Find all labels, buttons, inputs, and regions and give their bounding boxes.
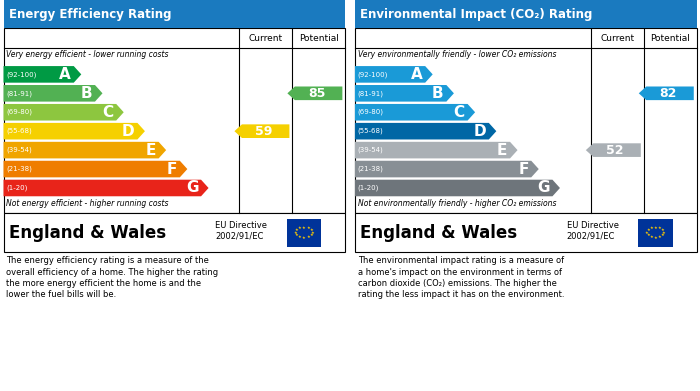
Text: 59: 59	[255, 125, 272, 138]
Text: Not environmentally friendly - higher CO₂ emissions: Not environmentally friendly - higher CO…	[358, 199, 556, 208]
FancyBboxPatch shape	[638, 219, 673, 247]
Text: ★: ★	[298, 235, 302, 239]
Text: ★: ★	[661, 228, 665, 232]
Text: The energy efficiency rating is a measure of the
overall efficiency of a home. T: The energy efficiency rating is a measur…	[6, 256, 218, 300]
FancyBboxPatch shape	[355, 28, 696, 213]
Text: ★: ★	[645, 231, 649, 235]
Text: (1-20): (1-20)	[358, 185, 379, 191]
Polygon shape	[234, 124, 289, 138]
Text: B: B	[432, 86, 444, 101]
FancyBboxPatch shape	[4, 28, 345, 213]
Polygon shape	[288, 86, 342, 100]
Text: A: A	[60, 67, 71, 82]
Text: ★: ★	[662, 231, 666, 235]
Text: ★: ★	[302, 226, 306, 230]
Text: The environmental impact rating is a measure of
a home's impact on the environme: The environmental impact rating is a mea…	[358, 256, 564, 300]
Polygon shape	[4, 66, 81, 83]
Text: Current: Current	[248, 34, 283, 43]
Text: C: C	[454, 105, 465, 120]
Text: C: C	[102, 105, 113, 120]
Polygon shape	[355, 66, 433, 83]
Text: 82: 82	[659, 87, 677, 100]
Text: ★: ★	[661, 233, 665, 237]
Text: ★: ★	[298, 226, 302, 230]
Text: (55-68): (55-68)	[6, 128, 32, 135]
Text: ★: ★	[658, 235, 662, 239]
Text: ★: ★	[309, 233, 314, 237]
Text: D: D	[122, 124, 134, 139]
Text: (1-20): (1-20)	[6, 185, 27, 191]
Text: EU Directive
2002/91/EC: EU Directive 2002/91/EC	[567, 221, 619, 240]
Text: (92-100): (92-100)	[358, 71, 388, 78]
FancyBboxPatch shape	[4, 0, 345, 28]
Text: 52: 52	[606, 143, 624, 157]
Text: ★: ★	[294, 231, 298, 235]
FancyBboxPatch shape	[355, 0, 696, 28]
Text: F: F	[518, 161, 528, 177]
Text: ★: ★	[654, 235, 657, 240]
Text: G: G	[537, 181, 550, 196]
Text: ★: ★	[646, 228, 650, 232]
Text: ★: ★	[311, 231, 314, 235]
Text: ★: ★	[307, 226, 310, 230]
Text: Not energy efficient - higher running costs: Not energy efficient - higher running co…	[6, 199, 169, 208]
Text: EU Directive
2002/91/EC: EU Directive 2002/91/EC	[216, 221, 267, 240]
Text: Very energy efficient - lower running costs: Very energy efficient - lower running co…	[6, 50, 169, 59]
Polygon shape	[4, 123, 145, 140]
Polygon shape	[4, 142, 166, 158]
FancyBboxPatch shape	[4, 213, 345, 252]
Text: ★: ★	[307, 235, 310, 239]
Text: F: F	[167, 161, 177, 177]
Text: ★: ★	[302, 235, 306, 240]
Polygon shape	[4, 180, 209, 196]
Text: Energy Efficiency Rating: Energy Efficiency Rating	[8, 7, 171, 21]
Text: (39-54): (39-54)	[358, 147, 384, 153]
Polygon shape	[4, 104, 124, 120]
Polygon shape	[639, 86, 694, 100]
Text: B: B	[80, 86, 92, 101]
Text: ★: ★	[309, 228, 314, 232]
Polygon shape	[355, 142, 517, 158]
Text: E: E	[497, 143, 508, 158]
Text: Environmental Impact (CO₂) Rating: Environmental Impact (CO₂) Rating	[360, 7, 592, 21]
Text: England & Wales: England & Wales	[360, 224, 517, 242]
Text: Potential: Potential	[299, 34, 339, 43]
Polygon shape	[355, 85, 454, 102]
Polygon shape	[4, 85, 102, 102]
Text: E: E	[146, 143, 156, 158]
Text: (81-91): (81-91)	[358, 90, 384, 97]
Text: England & Wales: England & Wales	[8, 224, 166, 242]
Text: G: G	[186, 181, 198, 196]
FancyBboxPatch shape	[355, 213, 696, 252]
Text: (92-100): (92-100)	[6, 71, 36, 78]
Text: (39-54): (39-54)	[6, 147, 32, 153]
FancyBboxPatch shape	[287, 219, 321, 247]
Text: ★: ★	[654, 226, 657, 230]
Text: (21-38): (21-38)	[6, 166, 32, 172]
Text: A: A	[411, 67, 422, 82]
Text: (81-91): (81-91)	[6, 90, 32, 97]
Text: ★: ★	[646, 233, 650, 237]
Polygon shape	[355, 104, 475, 120]
Text: (55-68): (55-68)	[358, 128, 384, 135]
Text: ★: ★	[650, 235, 653, 239]
Text: ★: ★	[295, 233, 299, 237]
Text: (21-38): (21-38)	[358, 166, 384, 172]
Text: (69-80): (69-80)	[358, 109, 384, 115]
Text: ★: ★	[658, 226, 662, 230]
Polygon shape	[586, 143, 640, 157]
Polygon shape	[355, 180, 560, 196]
Text: Very environmentally friendly - lower CO₂ emissions: Very environmentally friendly - lower CO…	[358, 50, 556, 59]
Polygon shape	[355, 123, 496, 140]
Polygon shape	[4, 161, 188, 178]
Text: D: D	[473, 124, 486, 139]
Text: Current: Current	[600, 34, 634, 43]
Text: Potential: Potential	[650, 34, 690, 43]
Polygon shape	[355, 161, 539, 178]
Text: 85: 85	[308, 87, 326, 100]
Text: (69-80): (69-80)	[6, 109, 32, 115]
Text: ★: ★	[650, 226, 653, 230]
Text: ★: ★	[295, 228, 299, 232]
